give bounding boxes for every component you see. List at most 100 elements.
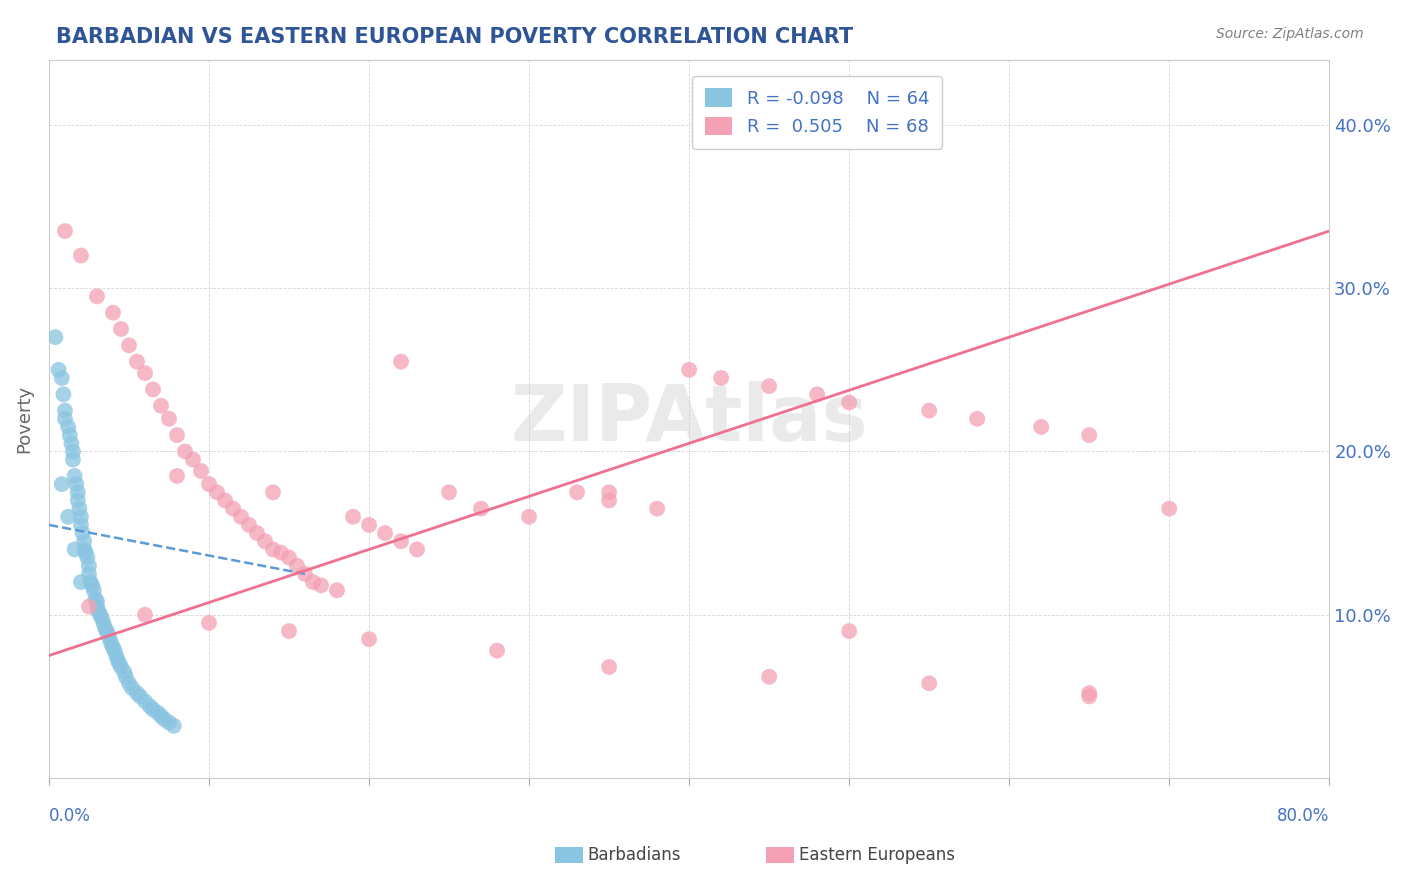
Point [134,694,156,708]
Point [62,452,84,467]
Point [121,681,143,696]
Point [470,501,492,516]
Point [66,493,89,508]
Point [1031,420,1053,434]
Text: Barbadians: Barbadians [588,847,682,864]
Point [86,289,108,303]
Point [758,379,780,393]
Point [82,578,104,592]
Point [125,354,148,368]
Point [294,566,316,581]
Point [72,526,94,541]
Point [65,477,87,491]
Point [565,485,588,500]
Point [77,599,100,614]
Point [1078,690,1101,704]
Point [1159,501,1181,516]
Point [62,444,84,458]
Point [90,611,112,625]
Point [118,676,141,690]
Point [838,624,860,638]
Point [139,699,162,714]
Point [86,595,108,609]
Point [598,493,620,508]
Point [262,485,284,500]
Point [406,542,429,557]
Point [129,690,152,704]
Point [48,363,70,377]
Point [598,660,620,674]
Point [101,640,124,655]
Point [77,566,100,581]
Point [758,670,780,684]
Point [163,719,186,733]
Point [52,387,75,401]
Point [326,583,349,598]
Point [1078,686,1101,700]
Point [166,428,188,442]
Point [125,686,148,700]
Point [214,493,236,508]
Point [157,715,180,730]
Point [70,509,93,524]
Point [437,485,460,500]
Point [93,615,115,630]
Point [63,469,86,483]
Point [60,436,83,450]
Point [134,607,156,622]
Point [678,363,700,377]
Point [84,591,107,606]
Point [83,583,105,598]
Point [107,653,129,667]
Point [63,542,86,557]
Point [157,412,180,426]
Point [270,546,292,560]
Point [918,676,941,690]
Point [342,509,364,524]
Point [645,501,668,516]
Point [70,575,93,590]
Text: BARBADIAN VS EASTERN EUROPEAN POVERTY CORRELATION CHART: BARBADIAN VS EASTERN EUROPEAN POVERTY CO… [56,27,853,46]
Point [51,371,73,385]
Point [56,509,79,524]
Point [51,477,73,491]
Point [262,542,284,557]
Point [486,643,509,657]
Point [77,558,100,573]
Point [118,338,141,352]
Point [153,712,176,726]
Point [710,371,733,385]
Point [70,517,93,532]
Point [309,578,332,592]
Point [174,444,197,458]
Point [73,534,96,549]
Point [181,452,204,467]
Point [94,621,117,635]
Point [73,542,96,557]
Point [59,428,82,442]
Point [100,637,122,651]
Point [103,643,125,657]
Point [285,558,308,573]
Text: 0.0%: 0.0% [49,806,91,825]
Point [966,412,988,426]
Point [302,575,325,590]
Point [67,501,90,516]
Point [86,599,108,614]
Legend: R = -0.098    N = 64, R =  0.505    N = 68: R = -0.098 N = 64, R = 0.505 N = 68 [693,76,942,149]
Text: Eastern Europeans: Eastern Europeans [799,847,955,864]
Point [53,412,76,426]
Point [53,224,76,238]
Point [98,632,121,647]
Point [75,546,97,560]
Text: 80.0%: 80.0% [1277,806,1329,825]
Point [96,624,118,638]
Point [110,322,132,336]
Point [357,517,380,532]
Point [389,354,412,368]
Point [374,526,396,541]
Point [44,330,66,344]
Point [357,632,380,647]
Point [166,469,188,483]
Point [278,550,301,565]
